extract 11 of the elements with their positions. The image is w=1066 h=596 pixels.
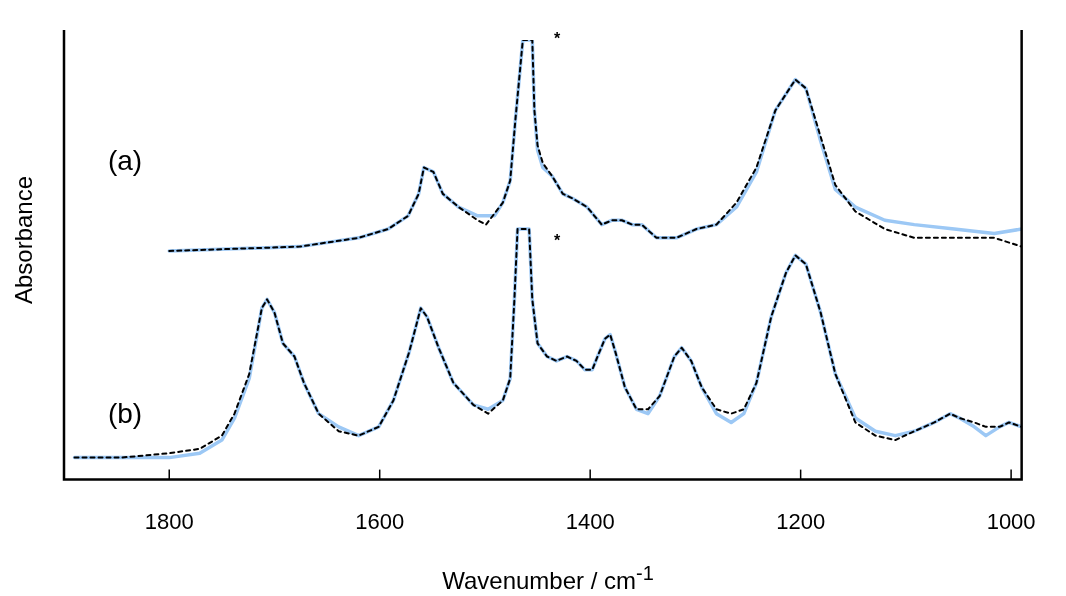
x-axis-title: Wavenumber / cm$^{-1}$ (441, 562, 655, 595)
y-axis-title: Absorbance (10, 175, 38, 305)
x-tick-label: 1600 (355, 508, 405, 534)
x-tick-label: 1000 (986, 508, 1036, 534)
x-tick-label: 1400 (565, 508, 615, 534)
annotation: * (553, 30, 561, 48)
x-tick-label: 1800 (144, 508, 194, 534)
annotation: (a) (107, 144, 143, 176)
x-tick-label: 1200 (776, 508, 826, 534)
annotation: * (553, 232, 561, 250)
annotation: (b) (107, 397, 143, 429)
